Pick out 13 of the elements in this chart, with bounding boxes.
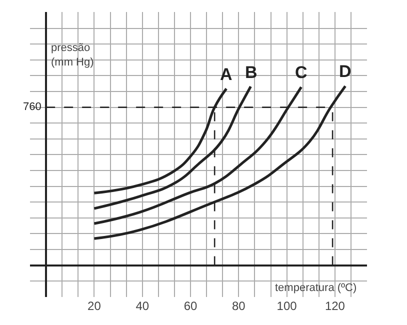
series-label: D [339, 62, 352, 81]
x-axis-title: temperatura (ºC) [275, 282, 357, 294]
y-axis-title: pressão (mm Hg) [51, 42, 94, 68]
series-label: B [245, 63, 258, 82]
x-tick-label: 80 [232, 299, 246, 313]
x-tick-label: 120 [324, 299, 346, 313]
x-tick-label: 20 [88, 299, 102, 313]
annotation: 760 [23, 101, 42, 113]
series-label: A [220, 65, 232, 84]
x-tick-label: 60 [184, 299, 198, 313]
x-tick-label: 40 [136, 299, 150, 313]
series-label: C [295, 63, 308, 82]
x-tick-label: 100 [276, 299, 298, 313]
